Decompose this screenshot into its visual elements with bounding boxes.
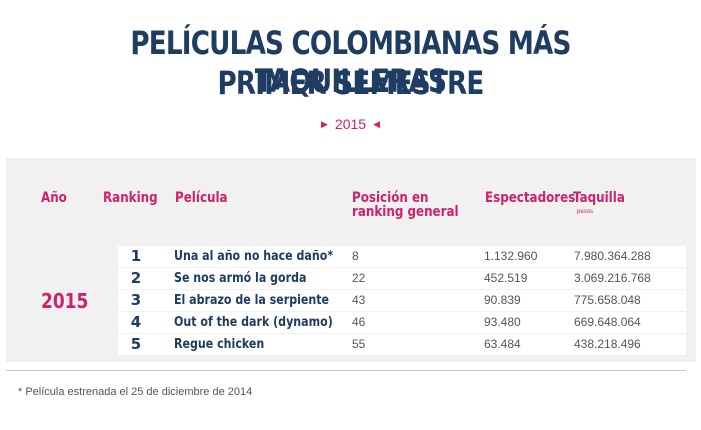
boxoffice-cell: 3.069.216.768 [574,271,651,285]
header-boxoffice: Taquilla [573,190,625,206]
viewers-cell: 90.839 [484,293,521,307]
table-row: 1 Una al año no hace daño* 8 1.132.960 7… [118,246,686,267]
film-cell: Regue chicken [174,337,265,352]
divider [6,370,686,371]
viewers-cell: 63.484 [484,337,521,351]
film-cell: Una al año no hace daño* [174,249,334,264]
table-row: 5 Regue chicken 55 63.484 438.218.496 [118,334,686,355]
rank-cell: 3 [130,291,142,309]
header-year: Año [41,190,67,206]
header-viewers: Espectadores [485,190,576,206]
header-position-line2: ranking general [352,204,459,220]
film-cell: Out of the dark (dynamo) [174,315,333,330]
year-selector: ▶ 2015 ◀ [0,114,701,134]
triangle-left-icon[interactable]: ◀ [373,119,380,129]
page-title-line2: PRIMER SEMESTRE [217,64,484,102]
page-title-line1: PELÍCULAS COLOMBIANAS MÁS TAQUILLERAS [130,24,571,100]
table-row: 3 El abrazo de la serpiente 43 90.839 77… [118,290,686,311]
boxoffice-cell: 7.980.364.288 [574,249,651,263]
header-boxoffice-unit: pesos [577,209,594,215]
boxoffice-cell: 775.658.048 [574,293,641,307]
header-position-line1: Posición en [352,190,429,206]
rank-cell: 1 [130,247,142,265]
boxoffice-cell: 669.648.064 [574,315,641,329]
position-cell: 22 [352,271,366,285]
position-cell: 8 [352,249,359,263]
position-cell: 43 [352,293,366,307]
header-ranking: Ranking [103,190,158,206]
year-label: 2015 [41,289,89,313]
position-cell: 55 [352,337,366,351]
table-row: 2 Se nos armó la gorda 22 452.519 3.069.… [118,268,686,289]
year-selector-value: 2015 [334,116,367,132]
boxoffice-cell: 438.218.496 [574,337,641,351]
viewers-cell: 93.480 [484,315,521,329]
triangle-right-icon[interactable]: ▶ [321,119,328,129]
footnote: * Película estrenada el 25 de diciembre … [18,386,253,398]
film-cell: Se nos armó la gorda [174,271,307,286]
header-film: Película [175,190,228,206]
rank-cell: 5 [130,335,142,353]
position-cell: 46 [352,315,366,329]
film-cell: El abrazo de la serpiente [174,293,330,308]
viewers-cell: 1.132.960 [484,249,538,263]
viewers-cell: 452.519 [484,271,528,285]
table-row: 4 Out of the dark (dynamo) 46 93.480 669… [118,312,686,333]
rank-cell: 4 [130,313,142,331]
rank-cell: 2 [130,269,142,287]
